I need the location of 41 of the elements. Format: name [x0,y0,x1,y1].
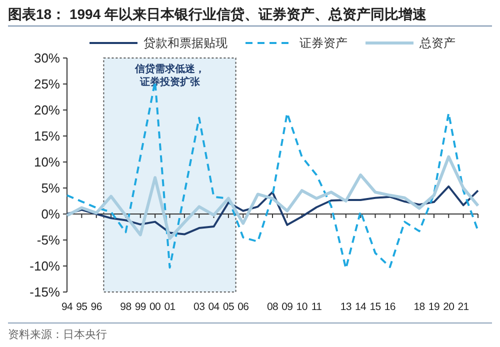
y-tick-label: -10% [30,258,60,274]
legend-label: 贷款和票据贴现 [144,36,228,50]
y-tick-label: 20% [34,102,60,118]
x-tick-label: 94 [61,301,73,313]
y-tick-label: 5% [41,180,60,196]
x-tick-label: 19 [428,301,440,313]
x-tick-label: 01 [164,301,176,313]
x-tick-label: 05 [222,301,234,313]
line-series [66,185,479,236]
legend-label: 总资产 [418,36,456,50]
x-tick-label: 10 [296,301,308,313]
x-tick-label: 20 [443,301,455,313]
text: 资料来源：日本央行 [8,328,107,341]
band-label: 信贷需求低迷，证券投资扩张 [134,63,205,88]
x-tick-label: 96 [90,301,102,313]
x-tick-label: 08 [266,301,278,313]
x-tick-label: 95 [76,301,88,313]
y-tick-label: 25% [34,76,60,92]
x-tick-label: 03 [194,301,206,313]
x-tick-label: 04 [208,301,220,313]
y-tick-label: -5% [36,232,60,248]
x-tick-label: 98 [120,301,132,313]
x-tick-label: 16 [384,301,396,313]
x-tick-label: 00 [150,301,162,313]
x-tick-label: 15 [370,301,382,313]
x-tick-label: 11 [311,301,322,313]
line-series [66,155,480,240]
x-tick-label: 14 [355,301,367,313]
x-tick-label: 21 [458,301,470,313]
legend-label: 证券资产 [300,36,348,50]
y-tick-label: 30% [34,50,60,66]
x-tick-label: 13 [340,301,352,313]
y-tick-label: 10% [34,154,60,170]
x-tick-label: 09 [282,301,294,313]
y-tick-label: 0% [41,206,60,222]
chart-title: 图表18： 1994 年以来日本银行业信贷、证券资产、总资产同比增速 [8,6,428,22]
x-tick-label: 18 [414,301,426,313]
y-tick-label: -15% [30,284,60,300]
x-tick-label: 99 [134,301,146,313]
y-tick-label: 15% [34,128,60,144]
x-tick-label: 06 [238,301,250,313]
